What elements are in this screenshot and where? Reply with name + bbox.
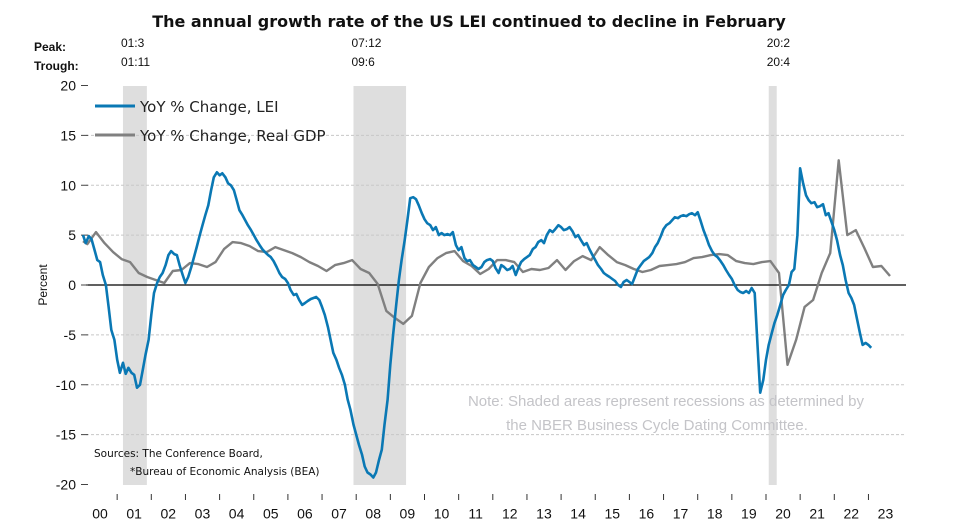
note-line-1: Note: Shaded areas represent recessions … [468, 393, 865, 410]
y-axis-label: Percent [36, 264, 50, 306]
x-tick-label: 17 [673, 505, 689, 521]
x-tick-label: 03 [195, 505, 211, 521]
x-tick-label: 12 [502, 505, 518, 521]
sources-line-2: *Bureau of Economic Analysis (BEA) [130, 466, 320, 478]
x-tick-label: 13 [536, 505, 552, 521]
x-tick-label: 02 [161, 505, 177, 521]
x-tick-label: 15 [604, 505, 620, 521]
chart-title: The annual growth rate of the US LEI con… [152, 12, 786, 31]
y-tick-label: 5 [68, 227, 76, 243]
x-tick-label: 05 [263, 505, 279, 521]
x-tick-label: 08 [365, 505, 381, 521]
x-tick-label: 19 [741, 505, 757, 521]
recession-trough-label: 09:6 [351, 55, 375, 69]
x-tick-label: 21 [809, 505, 825, 521]
gridlines [86, 134, 906, 436]
legend-label-lei: YoY % Change, LEI [139, 98, 279, 116]
x-tick-label: 01 [126, 505, 142, 521]
legend: YoY % Change, LEI YoY % Change, Real GDP [95, 98, 326, 145]
recession-peak-label: 07:12 [351, 36, 381, 50]
x-tick-label: 00 [92, 505, 108, 521]
x-tick-label: 14 [570, 505, 586, 521]
x-axis: 00 01 02 03 04 05 06 07 08 09 10 11 12 13 14 15 16 17 18 19… [92, 494, 893, 521]
x-tick-label: 16 [639, 505, 655, 521]
sources-line-1: Sources: The Conference Board, [94, 448, 263, 460]
y-tick-label: -15 [56, 427, 76, 443]
y-tick-label: 0 [68, 277, 76, 293]
y-tick-label: -20 [56, 477, 76, 493]
y-tick-label: -10 [56, 377, 76, 393]
y-tick-label: -5 [64, 327, 77, 343]
y-tick-label: 10 [60, 177, 76, 193]
x-tick-label: 23 [878, 505, 894, 521]
y-tick-label: 15 [60, 127, 76, 143]
x-tick-label: 07 [331, 505, 347, 521]
series-line-lei [81, 167, 873, 479]
peak-header: Peak: [34, 40, 66, 54]
recession-peak-label: 01:3 [121, 36, 145, 50]
x-tick-label: 10 [434, 505, 450, 521]
recession-trough-label: 01:11 [121, 55, 150, 69]
y-tick-label: 20 [60, 78, 76, 94]
y-axis: 20 15 10 5 0 -5 -10 -15 -20 [56, 78, 88, 493]
x-tick-label: 22 [844, 505, 860, 521]
x-tick-label: 11 [468, 505, 483, 521]
series-lines [81, 159, 891, 479]
recession-peak-label: 20:2 [767, 36, 791, 50]
x-tick-label: 06 [297, 505, 313, 521]
series-line-real-gdp [82, 159, 891, 366]
x-tick-label: 20 [775, 505, 791, 521]
x-tick-label: 04 [229, 505, 245, 521]
x-tick-label: 18 [707, 505, 723, 521]
trough-header: Trough: [34, 59, 79, 73]
x-tick-label: 09 [400, 505, 416, 521]
recession-labels: 01:3 01:11 07:12 09:6 20:2 20:4 [121, 36, 790, 69]
note-line-2: the NBER Business Cycle Dating Committee… [506, 417, 808, 434]
legend-label-gdp: YoY % Change, Real GDP [139, 127, 326, 145]
recession-trough-label: 20:4 [767, 55, 791, 69]
